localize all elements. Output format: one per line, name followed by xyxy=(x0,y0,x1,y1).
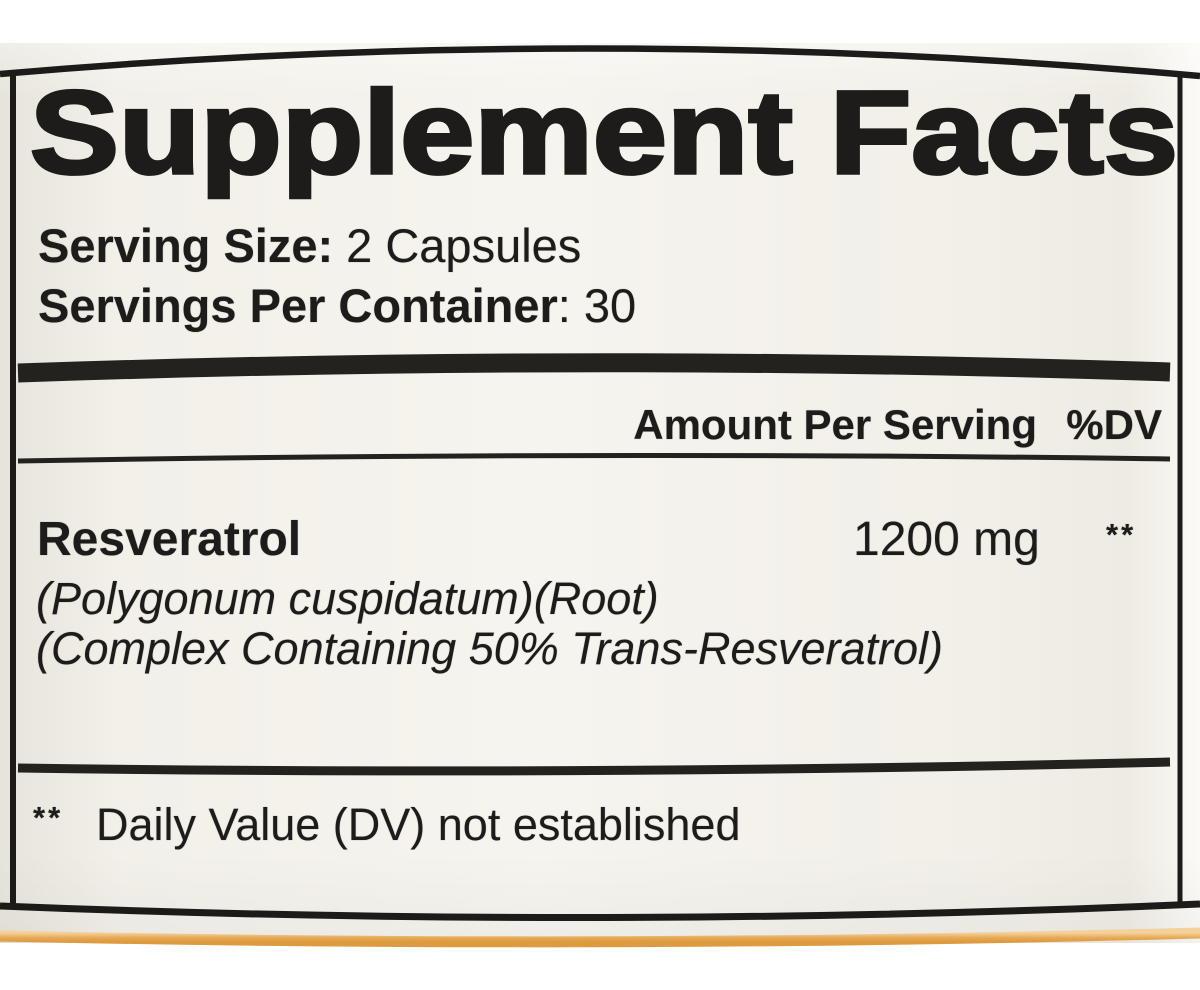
footnote-text: Daily Value (DV) not established xyxy=(96,799,741,850)
serving-size-label: Serving Size: xyxy=(38,219,334,272)
amount-per-serving-header: Amount Per Serving xyxy=(633,401,1037,448)
servings-per-container-row: Servings Per Container: 30 xyxy=(38,282,636,329)
thick-separator-bar xyxy=(17,353,1171,383)
ingredient-name: Resveratrol xyxy=(37,513,302,566)
bottle-accent-band xyxy=(0,927,1200,948)
percent-dv-header: %DV xyxy=(1066,401,1162,448)
ingredient-detail-source: (Polygonum cuspidatum)(Root) xyxy=(36,573,659,624)
title-area: Supplement Facts xyxy=(28,65,1180,201)
footnote-separator-line xyxy=(17,757,1171,776)
frame-top-border xyxy=(0,45,1200,80)
ingredient-detail-complex: (Complex Containing 50% Trans-Resveratro… xyxy=(36,623,944,674)
thin-separator-line xyxy=(17,452,1171,464)
serving-size-row: Serving Size: 2 Capsules xyxy=(38,222,581,269)
page-title: Supplement Facts xyxy=(30,67,1178,199)
ingredient-amount: 1200 mg xyxy=(853,513,1040,566)
servings-per-container-label: Servings Per Container xyxy=(38,279,558,332)
ingredient-dv-marker: ** xyxy=(1106,517,1137,552)
label-background xyxy=(0,43,1200,943)
footnote-marker: ** xyxy=(33,800,64,835)
frame-bottom-border xyxy=(0,900,1200,922)
serving-size-value: 2 Capsules xyxy=(346,219,582,272)
servings-per-container-value: : 30 xyxy=(557,279,637,332)
